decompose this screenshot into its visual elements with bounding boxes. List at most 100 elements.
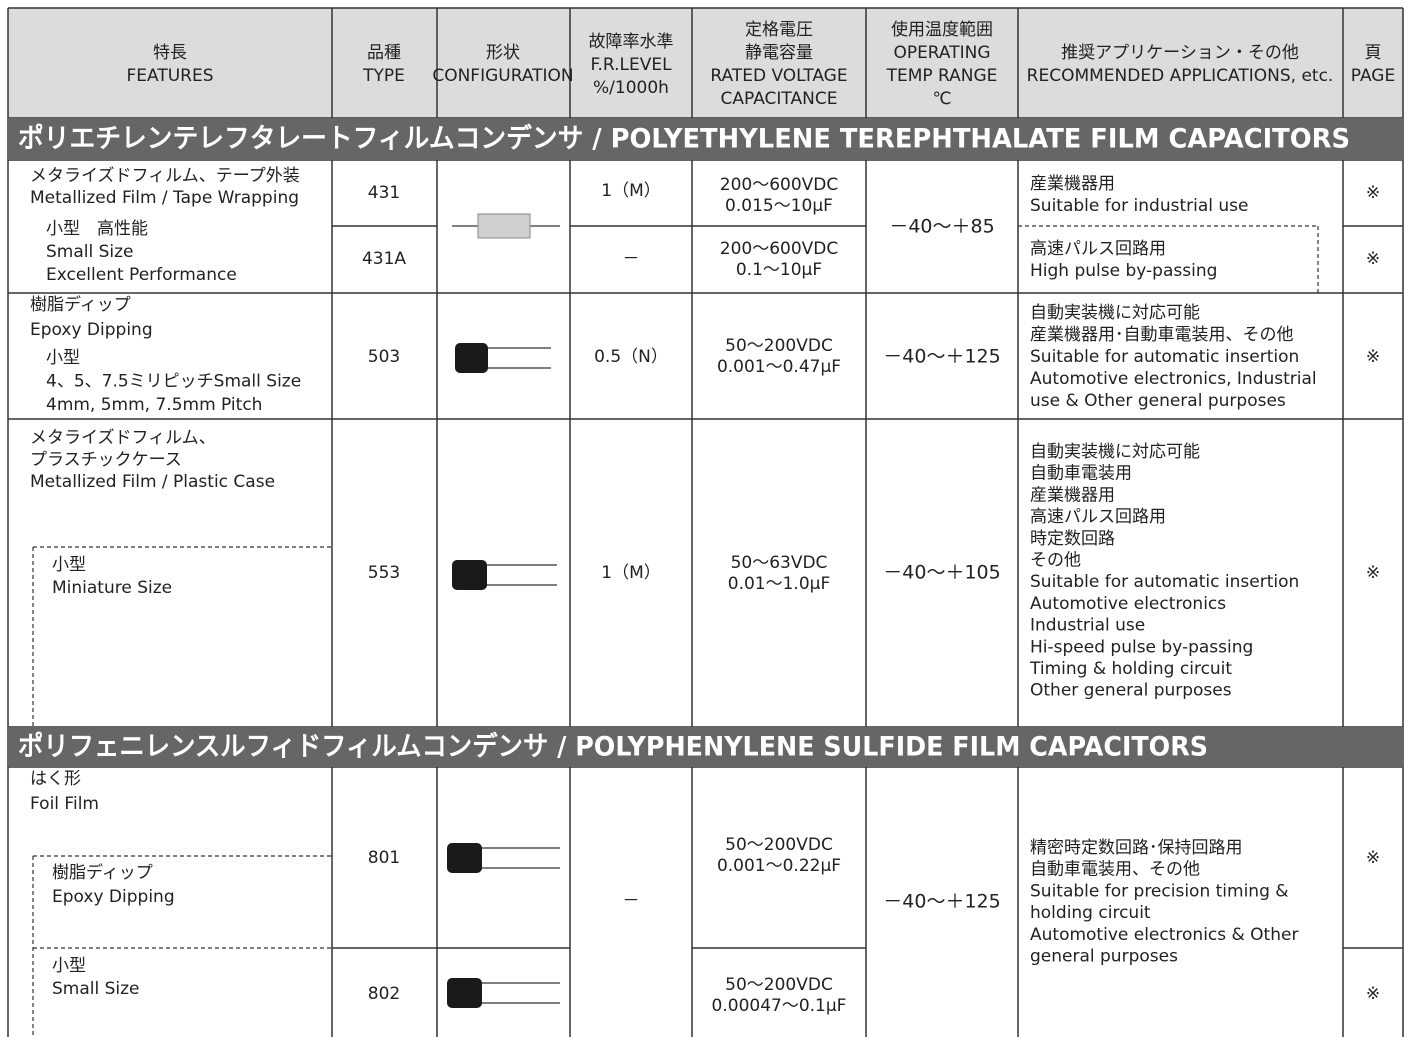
cell-text: 0.001～0.47μF [717, 357, 841, 377]
cell-text: 自動実装機に対応可能 [1030, 303, 1200, 323]
cell-text: メタライズドフィルム、 [30, 428, 216, 448]
cell-text: Suitable for industrial use [1030, 196, 1248, 216]
cell-text: 4、5、7.5ミリピッチSmall Size [46, 372, 301, 392]
cell-text: Small Size [52, 979, 140, 999]
cell-text: Epoxy Dipping [52, 887, 175, 907]
cell-text: 553 [368, 563, 400, 583]
cell-text: Automotive electronics, Industrial [1030, 369, 1317, 389]
cell-text: 50～200VDC [725, 336, 833, 356]
cell-text: holding circuit [1030, 903, 1151, 923]
cell-text: 形状 [486, 43, 520, 63]
cell-text: ※ [1366, 563, 1380, 583]
cell-text: %/1000h [593, 78, 669, 98]
cell-text: High pulse by-passing [1030, 261, 1217, 281]
cell-text: 故障率水準 [589, 32, 674, 52]
capacitor-body [447, 978, 482, 1008]
header-bg [8, 8, 1403, 118]
cell-text: 0.01～1.0μF [728, 574, 830, 594]
section-bar [8, 727, 1403, 767]
cell-text: 802 [368, 984, 400, 1004]
cell-text: Suitable for automatic insertion [1030, 572, 1299, 592]
cell-text: Foil Film [30, 794, 99, 814]
cell-text: 使用温度範囲 [891, 19, 993, 40]
cell-text: Other general purposes [1030, 681, 1232, 701]
cell-text: CONFIGURATION [432, 66, 573, 86]
cell-text: TYPE [362, 66, 405, 86]
cell-text: 頁 [1365, 43, 1382, 63]
cell-text: 小型 高性能 [46, 219, 148, 239]
cell-text: 50～63VDC [731, 553, 828, 573]
cell-text: OPERATING [893, 43, 990, 63]
cell-text: 50～200VDC [725, 975, 833, 995]
cell-text: 高速パルス回路用 [1030, 239, 1166, 259]
cell-text: 産業機器用 [1030, 174, 1115, 194]
cell-text: FEATURES [126, 66, 213, 86]
cell-text: －40～＋85 [889, 216, 994, 238]
cell-text: 1（M） [601, 563, 660, 583]
cell-text: 小型 [52, 555, 86, 575]
cell-text: 高速パルス回路用 [1030, 507, 1166, 527]
cell-text: 0.1～10μF [736, 260, 822, 280]
cell-text: －40～＋125 [883, 891, 1000, 913]
cell-text: 静電容量 [745, 43, 813, 63]
cell-text: 産業機器用 [1030, 485, 1115, 505]
cell-text: 小型 [46, 348, 80, 368]
cell-text: F.R.LEVEL [590, 55, 672, 75]
cell-text: CAPACITANCE [721, 89, 838, 109]
cell-text: Automotive electronics [1030, 594, 1226, 614]
cell-text: 431A [362, 249, 406, 269]
capacitor-body [452, 560, 487, 590]
cell-text: 樹脂ディップ [52, 862, 153, 883]
capacitor-body [477, 213, 531, 239]
capacitor-body [455, 343, 488, 373]
cell-text: 801 [368, 848, 400, 868]
cell-text: 200～600VDC [720, 239, 839, 259]
cell-text: Excellent Performance [46, 265, 237, 285]
cell-text: ※ [1366, 183, 1380, 203]
cell-text: 精密時定数回路･保持回路用 [1030, 838, 1243, 858]
cell-text: Suitable for automatic insertion [1030, 347, 1299, 367]
cell-text: Metallized Film / Plastic Case [30, 472, 275, 492]
cell-text: 1（M） [601, 181, 660, 201]
cell-text: 樹脂ディップ [30, 294, 131, 315]
cell-text: プラスチックケース [30, 450, 182, 470]
cell-text: － [623, 891, 640, 911]
cell-text: Miniature Size [52, 578, 172, 598]
cell-text: ※ [1366, 347, 1380, 367]
cell-text: 時定数回路 [1030, 529, 1115, 549]
cell-text: Small Size [46, 242, 134, 262]
cell-text: 特長 [153, 43, 187, 63]
cell-text: メタライズドフィルム、テープ外装 [30, 166, 300, 186]
cell-text: その他 [1030, 551, 1081, 571]
cell-text: 定格電圧 [745, 20, 813, 40]
cell-text: Industrial use [1030, 616, 1145, 636]
cell-text: 推奨アプリケーション・その他 [1061, 43, 1299, 63]
cell-text: ※ [1366, 984, 1380, 1004]
cell-text: 自動車電装用 [1030, 464, 1132, 484]
cell-text: 200～600VDC [720, 175, 839, 195]
cell-text: 産業機器用･自動車電装用、その他 [1030, 325, 1294, 345]
cell-text: Suitable for precision timing & [1030, 881, 1289, 901]
cell-text: ※ [1366, 249, 1380, 269]
cell-text: 0.5（N） [594, 347, 668, 367]
section-title: ポリフェニレンスルフィドフィルムコンデンサ / POLYPHENYLENE SU… [18, 731, 1208, 763]
cell-text: 小型 [52, 956, 86, 976]
cell-text: Hi-speed pulse by-passing [1030, 637, 1253, 657]
cell-text: Metallized Film / Tape Wrapping [30, 188, 299, 208]
cell-text: RATED VOLTAGE [710, 66, 847, 86]
cell-text: － [623, 249, 640, 269]
cell-text: 503 [368, 347, 400, 367]
cell-text: －40～＋105 [883, 562, 1000, 584]
section-title: ポリエチレンテレフタレートフィルムコンデンサ / POLYETHYLENE TE… [18, 123, 1350, 155]
cell-text: 4mm, 5mm, 7.5mm Pitch [46, 395, 262, 415]
cell-text: Automotive electronics & Other [1030, 925, 1298, 945]
capacitor-body [447, 843, 482, 873]
cell-text: 431 [368, 183, 400, 203]
cell-text: PAGE [1351, 66, 1395, 86]
cell-text: 自動実装機に対応可能 [1030, 442, 1200, 462]
cell-text: 0.00047～0.1μF [712, 996, 847, 1016]
cell-text: 0.001～0.22μF [717, 856, 841, 876]
cell-text: Epoxy Dipping [30, 320, 153, 340]
